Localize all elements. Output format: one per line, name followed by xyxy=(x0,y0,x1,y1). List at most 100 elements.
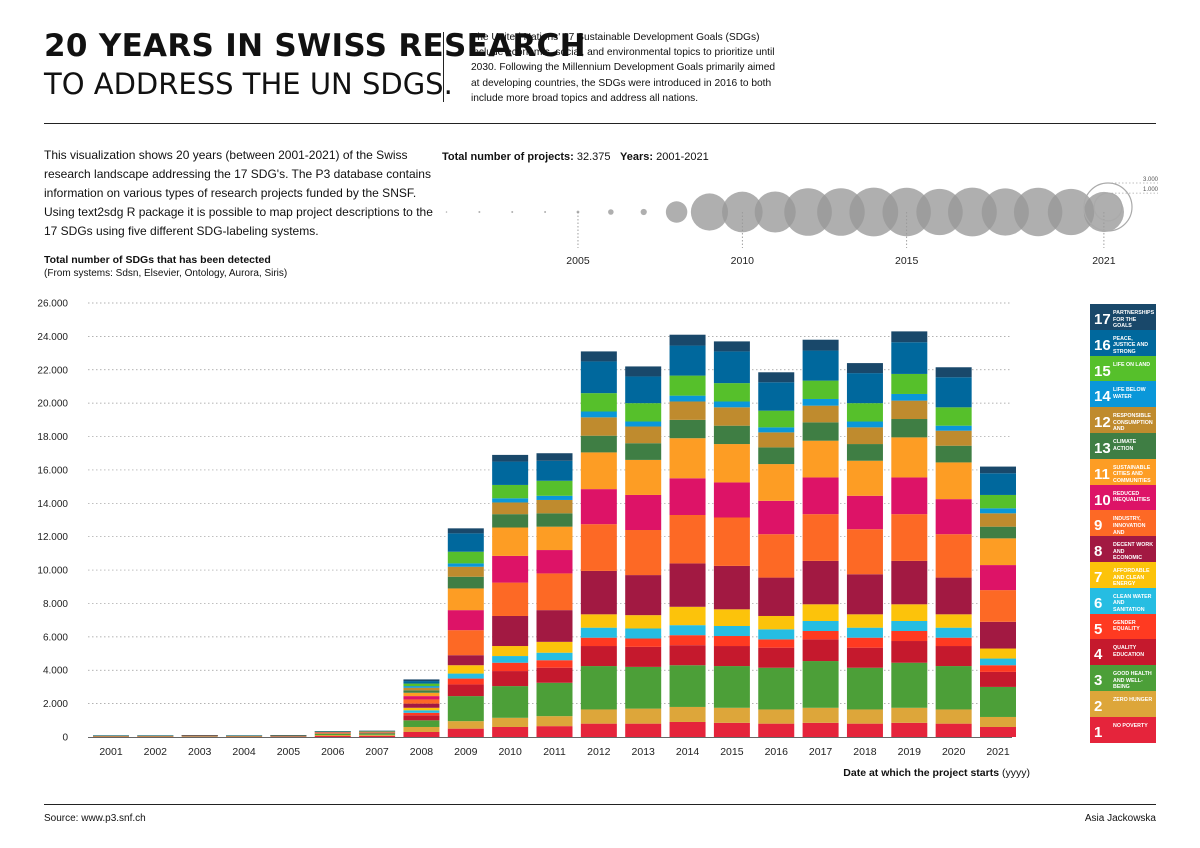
bar-segment xyxy=(891,437,928,478)
bar-segment xyxy=(891,707,928,723)
bar-segment xyxy=(802,350,839,381)
bar-segment xyxy=(403,715,440,721)
bar-segment xyxy=(802,620,839,632)
header-divider xyxy=(443,32,444,102)
project-bubble xyxy=(608,209,614,215)
bar-segment xyxy=(846,427,883,445)
bar-segment xyxy=(536,526,573,551)
y-tick-label: 22.000 xyxy=(37,365,68,376)
bar-segment xyxy=(625,459,662,495)
bar-segment xyxy=(403,710,440,713)
bar-segment xyxy=(758,667,795,710)
legend-number: 13 xyxy=(1094,440,1111,457)
y-tick-label: 18.000 xyxy=(37,432,68,443)
legend-label: LIFE BELOW WATER xyxy=(1113,387,1146,400)
bar-segment xyxy=(447,696,484,722)
bar-segment xyxy=(536,726,573,737)
bar-segment xyxy=(625,426,662,444)
y-tick-label: 8.000 xyxy=(43,599,68,610)
x-axis-title: Date at which the project starts (yyyy) xyxy=(760,767,1030,779)
bar-segment xyxy=(580,614,617,628)
x-tick-label: 2016 xyxy=(765,746,789,758)
bar-segment xyxy=(403,731,440,737)
project-bubble xyxy=(511,211,514,213)
bar-segment xyxy=(625,666,662,709)
y-tick-label: 10.000 xyxy=(37,566,68,577)
legend-number: 17 xyxy=(1094,311,1111,328)
legend-item-sdg-13: 13 CLIMATE ACTION xyxy=(1090,433,1156,459)
bar-segment xyxy=(536,716,573,727)
project-bubble xyxy=(576,210,580,214)
years-range: Years: 2001-2021 xyxy=(620,151,709,163)
bar-segment xyxy=(536,660,573,668)
bar-segment xyxy=(447,528,484,534)
bar-segment xyxy=(758,410,795,428)
bar-segment xyxy=(536,499,573,514)
legend-number: 4 xyxy=(1094,646,1103,664)
legend-label: PARTNERSHIPS FOR THE GOALS xyxy=(1113,310,1155,330)
bar-segment xyxy=(447,673,484,679)
bar-segment xyxy=(980,686,1016,717)
bar-segment xyxy=(935,709,972,724)
bar-segment xyxy=(846,363,883,374)
bar-segment xyxy=(758,432,795,448)
bar-segment xyxy=(403,690,440,693)
bar-segment xyxy=(846,529,883,575)
bar-segment xyxy=(846,495,883,530)
x-tick-label: 2004 xyxy=(232,746,256,758)
page-subtitle: TO ADDRESS THE UN SDGS. xyxy=(44,67,453,101)
bar-segment xyxy=(846,667,883,710)
bar-segment xyxy=(492,461,529,485)
bar-segment xyxy=(980,565,1016,591)
bar-segment xyxy=(758,629,795,640)
bar-segment xyxy=(980,658,1016,666)
bar-segment xyxy=(891,514,928,561)
bar-segment xyxy=(447,576,484,589)
x-tick-label: 2003 xyxy=(188,746,212,758)
x-tick-label: 2001 xyxy=(99,746,123,758)
bar-segment xyxy=(713,401,750,408)
bar-segment xyxy=(802,639,839,662)
bar-segment xyxy=(625,494,662,531)
bar-segment xyxy=(802,631,839,640)
project-bubble xyxy=(445,211,448,213)
bar-segment xyxy=(802,477,839,515)
bar-segment xyxy=(758,382,795,411)
legend-item-sdg-1: 1 NO POVERTY xyxy=(1090,716,1156,743)
bar-segment xyxy=(492,646,529,657)
bar-segment xyxy=(625,575,662,616)
bar-segment xyxy=(492,686,529,718)
bar-segment xyxy=(935,646,972,667)
total-projects: Total number of projects: 32.375 xyxy=(442,151,611,163)
bar-segment xyxy=(536,573,573,611)
bar-segment xyxy=(935,534,972,578)
bar-segment xyxy=(758,427,795,433)
legend-item-sdg-2: 2 ZERO HUNGER xyxy=(1090,691,1156,717)
legend-label: PEACE, JUSTICE AND STRONG INSTITUTIONS xyxy=(1113,335,1150,356)
legend-number: 5 xyxy=(1094,620,1103,638)
bar-segment xyxy=(580,411,617,418)
bar-segment xyxy=(802,398,839,406)
bar-segment xyxy=(536,641,573,653)
y-tick-label: 0 xyxy=(62,733,68,744)
bar-segment xyxy=(669,438,706,479)
legend-number: 3 xyxy=(1094,672,1103,690)
bar-segment xyxy=(891,419,928,438)
bar-segment xyxy=(447,728,484,737)
bar-segment xyxy=(625,723,662,737)
bar-segment xyxy=(758,723,795,737)
header-rule xyxy=(44,123,1156,124)
legend-number: 16 xyxy=(1094,336,1111,354)
legend-item-sdg-5: 5 GENDER EQUALITY xyxy=(1090,613,1156,640)
legend-label: INDUSTRY, INNOVATION AND INFRASTRUCTURE xyxy=(1113,516,1156,536)
bar-segment xyxy=(625,628,662,639)
bar-segment xyxy=(935,614,972,628)
legend-label: LIFE ON LAND xyxy=(1113,361,1151,368)
bar-segment xyxy=(314,733,351,735)
bar-segment xyxy=(669,514,706,564)
bar-segment xyxy=(846,574,883,615)
bar-segment xyxy=(758,464,795,501)
bar-segment xyxy=(580,723,617,737)
legend-label: AFFORDABLE AND CLEAN ENERGY xyxy=(1113,568,1150,588)
